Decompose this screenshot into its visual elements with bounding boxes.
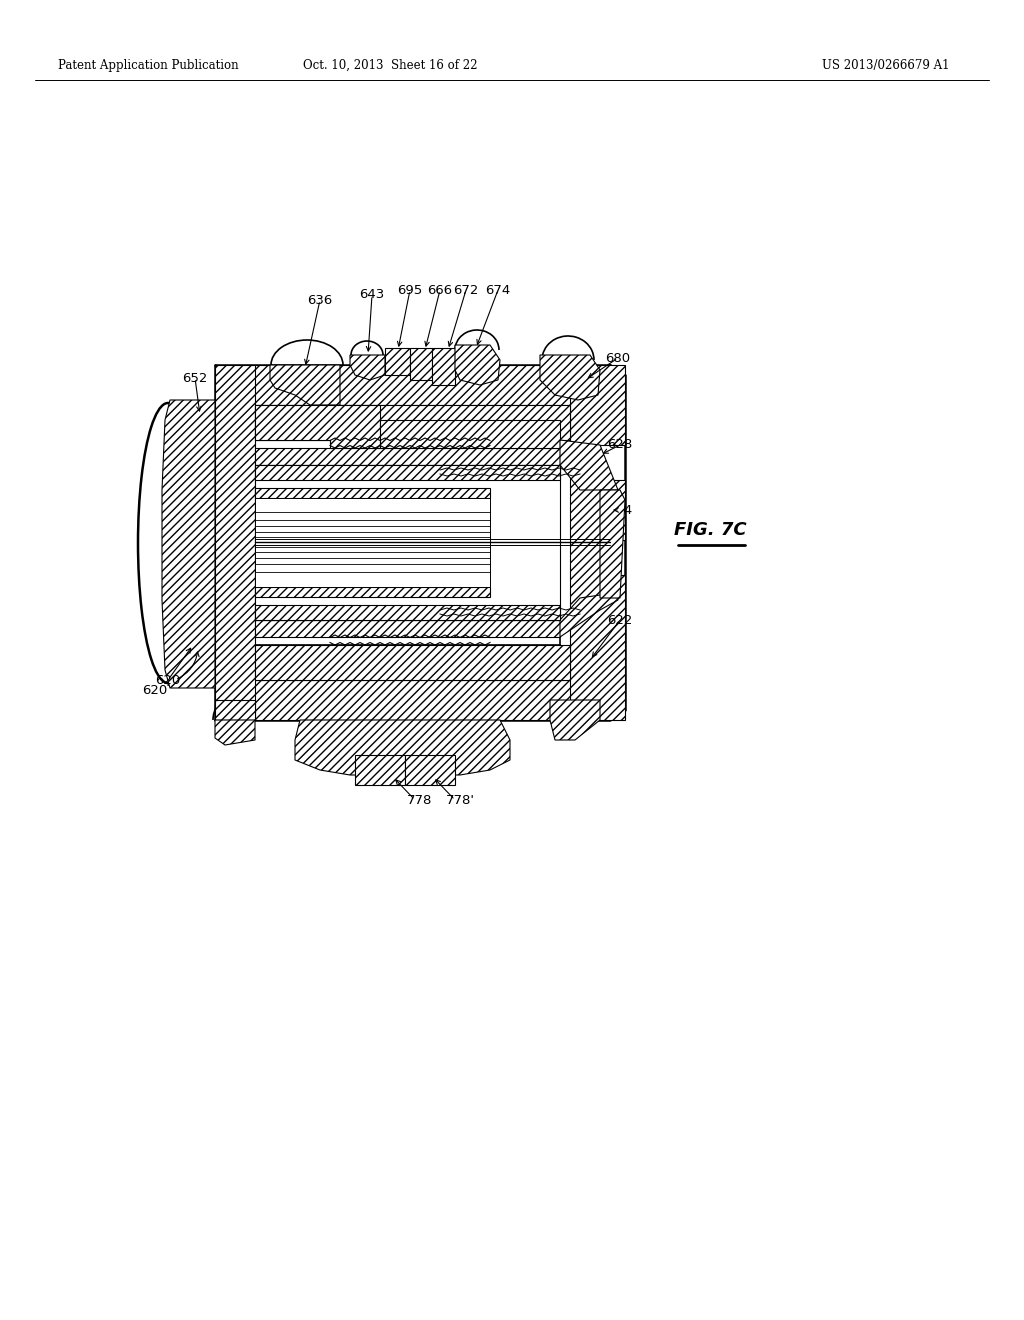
Text: 628: 628	[607, 438, 633, 451]
Bar	[255, 465, 560, 620]
Polygon shape	[255, 465, 560, 480]
Polygon shape	[255, 405, 380, 447]
Text: 680: 680	[605, 351, 631, 364]
Polygon shape	[255, 587, 490, 597]
Polygon shape	[540, 355, 600, 400]
Text: 620: 620	[156, 673, 180, 686]
Text: 674: 674	[485, 284, 511, 297]
Text: 666: 666	[427, 284, 453, 297]
Polygon shape	[215, 700, 255, 719]
Polygon shape	[195, 440, 215, 649]
Polygon shape	[215, 719, 255, 744]
Bar	[410, 741, 435, 760]
Text: 636: 636	[307, 293, 333, 306]
Polygon shape	[432, 348, 455, 385]
Text: 622: 622	[607, 614, 633, 627]
Text: Patent Application Publication: Patent Application Publication	[58, 58, 239, 71]
Polygon shape	[162, 400, 215, 688]
Polygon shape	[255, 405, 570, 440]
Text: US 2013/0266679 A1: US 2013/0266679 A1	[822, 58, 950, 71]
Polygon shape	[215, 366, 610, 405]
Polygon shape	[550, 700, 600, 741]
Polygon shape	[255, 447, 560, 465]
Polygon shape	[560, 440, 618, 490]
Bar	[255, 498, 490, 587]
Polygon shape	[380, 420, 560, 447]
Text: FIG. 7C: FIG. 7C	[674, 521, 746, 539]
Polygon shape	[410, 348, 432, 380]
Text: 643: 643	[359, 289, 385, 301]
Polygon shape	[406, 755, 455, 785]
Polygon shape	[255, 605, 560, 620]
Text: Oct. 10, 2013  Sheet 16 of 22: Oct. 10, 2013 Sheet 16 of 22	[303, 58, 477, 71]
Text: 620: 620	[142, 684, 168, 697]
Polygon shape	[385, 348, 410, 375]
Polygon shape	[570, 366, 625, 719]
Text: 624: 624	[607, 503, 633, 516]
Text: 695: 695	[397, 284, 423, 297]
Polygon shape	[255, 620, 560, 638]
Polygon shape	[215, 366, 255, 719]
Polygon shape	[270, 366, 340, 405]
Polygon shape	[560, 595, 618, 638]
Polygon shape	[255, 645, 570, 680]
Text: 778': 778'	[445, 793, 474, 807]
Polygon shape	[215, 680, 610, 719]
Text: 672: 672	[454, 284, 478, 297]
Bar	[375, 741, 400, 760]
Polygon shape	[350, 355, 385, 380]
Polygon shape	[600, 490, 625, 598]
Polygon shape	[255, 488, 490, 498]
Text: 652: 652	[182, 371, 208, 384]
Text: 778: 778	[408, 793, 433, 807]
Polygon shape	[295, 719, 510, 775]
Polygon shape	[455, 345, 500, 385]
Polygon shape	[355, 755, 406, 785]
